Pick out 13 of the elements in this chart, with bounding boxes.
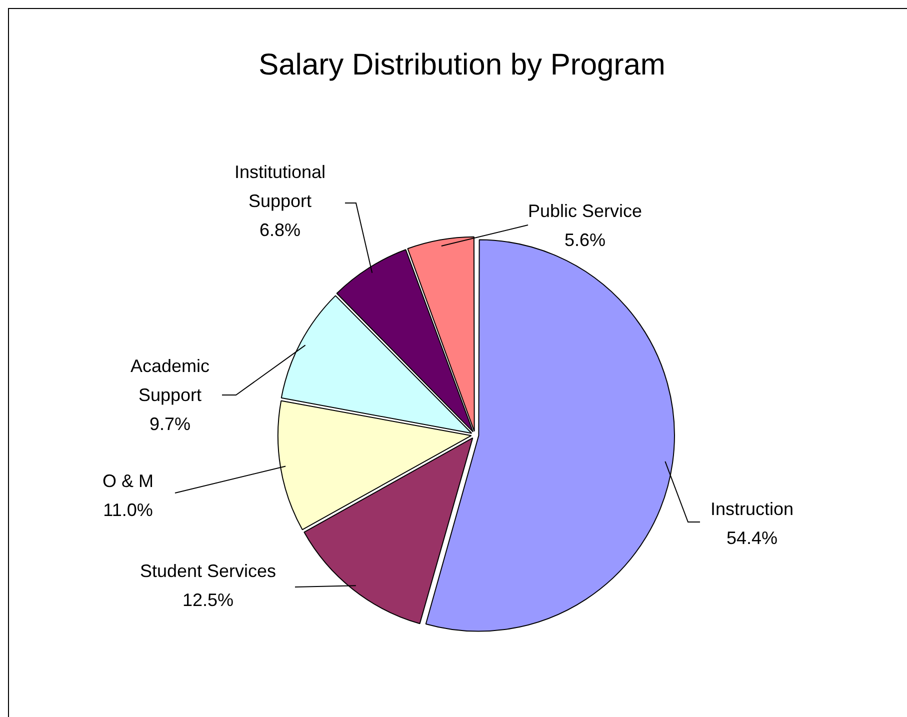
slice-label: O & M <box>102 470 154 491</box>
data-label: 11.0% <box>103 500 153 520</box>
data-label: 5.6% <box>564 230 606 250</box>
chart-title: Salary Distribution by Program <box>258 48 666 82</box>
slice-label: Institutional Support <box>234 162 326 211</box>
slice-label: Public Service <box>528 200 642 221</box>
slice-label: Instruction <box>710 498 794 519</box>
slice-label: Student Services <box>140 560 276 581</box>
data-label: 9.7% <box>149 414 191 434</box>
data-label: 6.8% <box>259 220 301 240</box>
data-label: 12.5% <box>182 590 234 610</box>
data-label: 54.4% <box>726 528 778 548</box>
slice-label: Academic Support <box>130 356 210 405</box>
